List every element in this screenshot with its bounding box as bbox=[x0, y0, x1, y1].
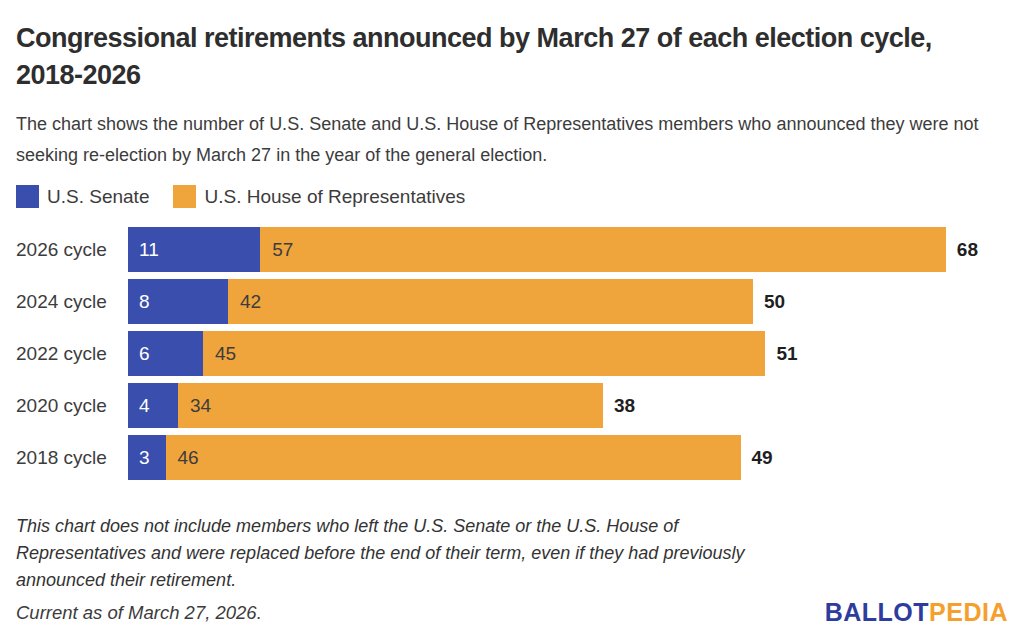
senate-bar-segment: 11 bbox=[128, 227, 260, 272]
total-value-label: 49 bbox=[752, 447, 773, 469]
house-value-label: 34 bbox=[178, 395, 211, 417]
legend-item-senate: U.S. Senate bbox=[16, 185, 149, 208]
bar-row-2024: 2024 cycle 8 42 50 bbox=[16, 279, 1008, 324]
bar-row-2018: 2018 cycle 3 46 49 bbox=[16, 435, 1008, 480]
house-bar-segment: 57 bbox=[260, 227, 946, 272]
senate-value-label: 3 bbox=[128, 447, 150, 469]
stacked-bar: 6 45 bbox=[128, 331, 766, 376]
senate-bar-segment: 6 bbox=[128, 331, 203, 376]
chart-title: Congressional retirements announced by M… bbox=[16, 20, 1008, 94]
current-as-of-note: Current as of March 27, 2026. bbox=[16, 602, 262, 624]
senate-bar-segment: 4 bbox=[128, 383, 178, 428]
senate-legend-label: U.S. Senate bbox=[47, 186, 149, 208]
legend-item-house: U.S. House of Representatives bbox=[173, 185, 465, 208]
senate-value-label: 4 bbox=[128, 395, 150, 417]
chart-title-line-1: Congressional retirements announced by M… bbox=[16, 20, 1008, 57]
senate-bar-segment: 8 bbox=[128, 279, 228, 324]
chart-subtitle: The chart shows the number of U.S. Senat… bbox=[16, 109, 1008, 171]
category-label: 2022 cycle bbox=[16, 331, 128, 376]
chart-title-line-2: 2018-2026 bbox=[16, 57, 1008, 94]
senate-bar-segment: 3 bbox=[128, 435, 166, 480]
senate-legend-swatch bbox=[16, 185, 39, 208]
bottom-row: Current as of March 27, 2026. BALLOTPEDI… bbox=[16, 598, 1008, 627]
house-bar-segment: 45 bbox=[203, 331, 765, 376]
total-value-label: 50 bbox=[764, 291, 785, 313]
logo-text-secondary: PEDIA bbox=[929, 598, 1008, 626]
bar-track: 8 42 50 bbox=[128, 279, 978, 324]
category-label: 2018 cycle bbox=[16, 435, 128, 480]
category-label: 2020 cycle bbox=[16, 383, 128, 428]
house-value-label: 46 bbox=[166, 447, 199, 469]
total-value-label: 51 bbox=[777, 343, 798, 365]
house-value-label: 45 bbox=[203, 343, 236, 365]
house-value-label: 57 bbox=[260, 239, 293, 261]
house-bar-segment: 34 bbox=[178, 383, 603, 428]
house-legend-label: U.S. House of Representatives bbox=[204, 186, 465, 208]
house-legend-swatch bbox=[173, 185, 196, 208]
category-label: 2026 cycle bbox=[16, 227, 128, 272]
bar-row-2026: 2026 cycle 11 57 68 bbox=[16, 227, 1008, 272]
footnote: This chart does not include members who … bbox=[16, 513, 761, 594]
bar-row-2020: 2020 cycle 4 34 38 bbox=[16, 383, 1008, 428]
stacked-bar: 11 57 bbox=[128, 227, 946, 272]
bar-track: 11 57 68 bbox=[128, 227, 978, 272]
ballotpedia-logo: BALLOTPEDIA bbox=[825, 598, 1008, 627]
bar-track: 4 34 38 bbox=[128, 383, 978, 428]
category-label: 2024 cycle bbox=[16, 279, 128, 324]
house-value-label: 42 bbox=[228, 291, 261, 313]
page: Congressional retirements announced by M… bbox=[0, 0, 1024, 639]
bar-track: 6 45 51 bbox=[128, 331, 978, 376]
senate-value-label: 11 bbox=[128, 239, 159, 261]
stacked-bar: 4 34 bbox=[128, 383, 603, 428]
bar-chart: 2026 cycle 11 57 68 2024 cycle 8 42 50 2… bbox=[16, 227, 1008, 480]
house-bar-segment: 46 bbox=[166, 435, 741, 480]
logo-text-primary: BALLOT bbox=[825, 598, 929, 626]
senate-value-label: 6 bbox=[128, 343, 150, 365]
stacked-bar: 8 42 bbox=[128, 279, 753, 324]
house-bar-segment: 42 bbox=[228, 279, 753, 324]
legend: U.S. Senate U.S. House of Representative… bbox=[16, 185, 1008, 208]
senate-value-label: 8 bbox=[128, 291, 150, 313]
total-value-label: 38 bbox=[614, 395, 635, 417]
total-value-label: 68 bbox=[957, 239, 978, 261]
bar-row-2022: 2022 cycle 6 45 51 bbox=[16, 331, 1008, 376]
bar-track: 3 46 49 bbox=[128, 435, 978, 480]
stacked-bar: 3 46 bbox=[128, 435, 741, 480]
